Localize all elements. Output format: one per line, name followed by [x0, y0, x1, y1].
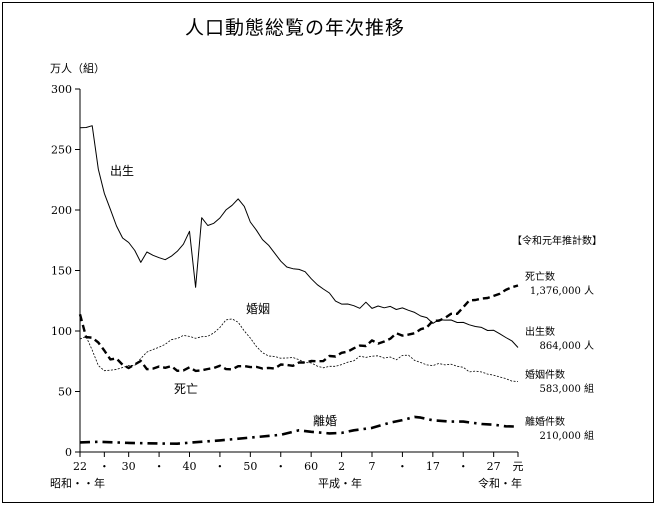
- series-line-離婚: [79, 415, 519, 446]
- x-tick-label: 60: [304, 460, 318, 473]
- x-tick-label: 27: [487, 460, 501, 473]
- chart-title: 人口動態総覧の年次推移: [185, 17, 405, 39]
- y-tick-label: 0: [65, 446, 72, 459]
- y-tick-label: 100: [51, 325, 72, 338]
- series-label-婚姻: 婚姻: [246, 301, 270, 316]
- x-tick-label: 17: [426, 460, 440, 473]
- x-tick-label: 40: [183, 460, 197, 473]
- y-tick-label: 50: [58, 386, 72, 399]
- series-label-出生: 出生: [110, 164, 134, 178]
- era-label: 昭和・・年: [50, 476, 105, 490]
- era-label: 令和・年: [478, 476, 522, 490]
- end-label-婚姻: 婚姻件数: [525, 368, 565, 381]
- end-label-出生: 出生数: [525, 325, 555, 338]
- end-value-死亡: 1,376,000 人: [530, 285, 594, 297]
- end-label-死亡: 死亡数: [525, 270, 555, 283]
- series-line-死亡: [78, 284, 519, 373]
- series-label-死亡: 死亡: [174, 382, 198, 396]
- x-tick-label: ・: [397, 460, 408, 473]
- x-tick-label: 元: [513, 460, 524, 473]
- legend-title: 【令和元年推計数】: [512, 234, 602, 247]
- x-tick-label: 2: [338, 460, 345, 473]
- x-tick-label: ・: [154, 460, 165, 473]
- x-tick-label: ・: [458, 460, 469, 473]
- x-tick-label: 50: [243, 460, 257, 473]
- series-line-出生: [79, 125, 519, 348]
- y-tick-label: 250: [51, 144, 72, 157]
- end-value-婚姻: 583,000 組: [539, 382, 594, 395]
- x-tick-label: ・: [275, 460, 286, 473]
- series-lines: [78, 125, 519, 446]
- x-tick-label: 30: [122, 460, 136, 473]
- end-label-離婚: 離婚件数: [525, 415, 565, 428]
- end-value-離婚: 210,000 組: [539, 429, 594, 442]
- series-label-離婚: 離婚: [313, 414, 337, 428]
- y-axis-label: 万人（組）: [50, 62, 105, 75]
- chart-frame: [2, 2, 654, 503]
- y-tick-label: 150: [51, 265, 72, 278]
- series-line-婚姻: [79, 318, 519, 382]
- x-tick-label: 7: [369, 460, 376, 473]
- x-tick-label: ・: [99, 460, 110, 473]
- y-tick-label: 200: [51, 204, 72, 217]
- era-label: 平成・年: [318, 476, 362, 490]
- x-tick-label: ・: [214, 460, 225, 473]
- y-tick-label: 300: [51, 83, 72, 96]
- end-value-出生: 864,000 人: [539, 340, 594, 352]
- x-tick-label: 22: [73, 460, 87, 473]
